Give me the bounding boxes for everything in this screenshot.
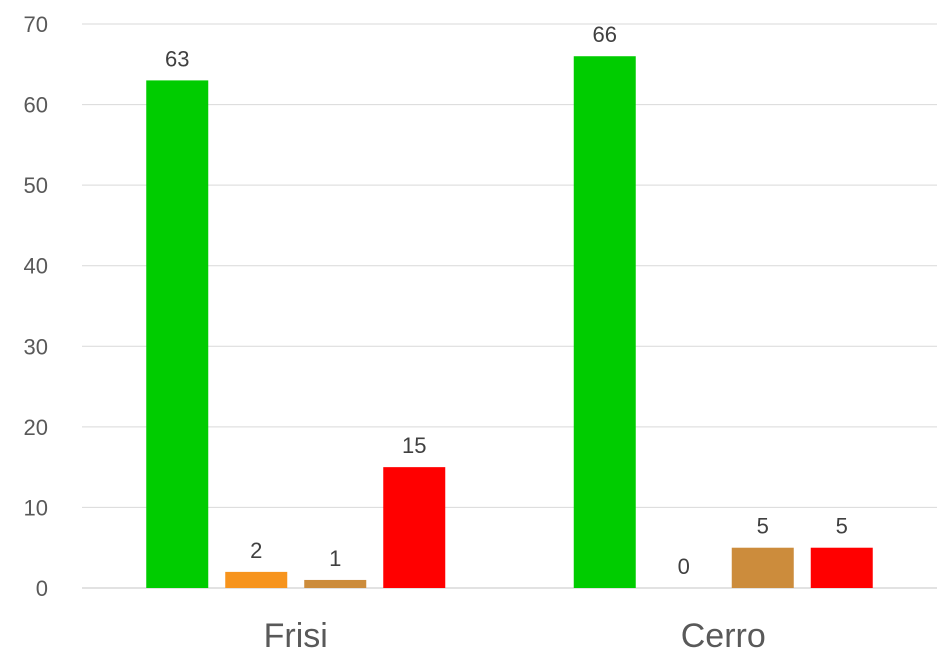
data-label: 5 (836, 514, 848, 539)
y-tick-label: 60 (24, 93, 48, 118)
y-tick-label: 50 (24, 173, 48, 198)
y-tick-label: 30 (24, 334, 48, 359)
y-tick-label: 70 (24, 12, 48, 37)
category-label: Frisi (264, 617, 328, 655)
y-tick-label: 0 (36, 576, 48, 601)
data-labels: 63 2 1 15 66 0 5 5 (165, 22, 848, 579)
bar (810, 547, 873, 588)
y-tick-label: 10 (24, 495, 48, 520)
y-axis-ticks: 0 10 20 30 40 50 60 70 (24, 12, 48, 601)
y-tick-label: 40 (24, 254, 48, 279)
gridlines (82, 23, 937, 589)
data-label: 66 (593, 22, 617, 47)
data-label: 63 (165, 46, 189, 71)
bars (146, 56, 873, 589)
bar (573, 56, 636, 588)
bar (304, 579, 367, 588)
bar (383, 467, 446, 588)
category-label: Cerro (681, 617, 766, 655)
bar (225, 571, 288, 588)
x-axis-categories: Frisi Cerro (264, 617, 766, 655)
y-tick-label: 20 (24, 415, 48, 440)
data-label: 15 (402, 433, 426, 458)
data-label: 0 (678, 554, 690, 579)
bar (731, 547, 794, 588)
data-label: 1 (329, 546, 341, 571)
bar (146, 80, 209, 589)
data-label: 2 (250, 538, 262, 563)
data-label: 5 (757, 514, 769, 539)
